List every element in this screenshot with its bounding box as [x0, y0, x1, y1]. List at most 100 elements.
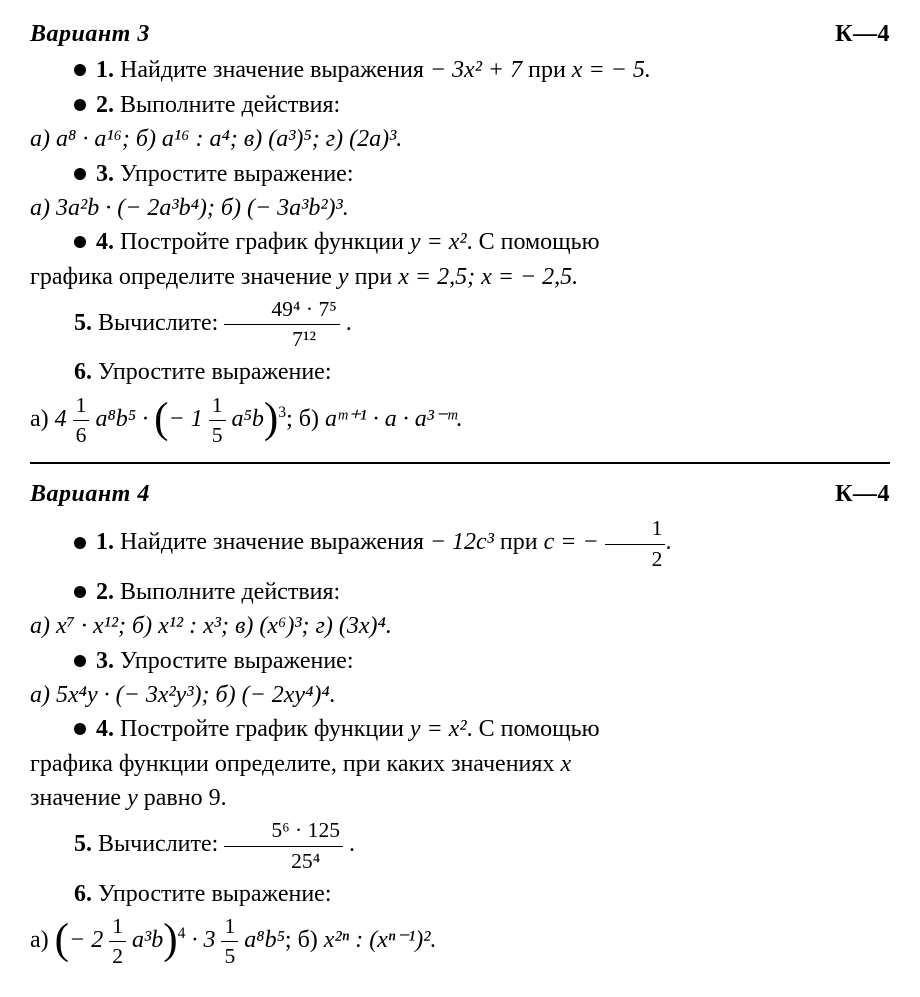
- v3-task4: 4. Постройте график функции y = x². С по…: [30, 226, 890, 258]
- bullet-icon: [74, 99, 86, 111]
- v3-task1: 1. Найдите значение выражения − 3x² + 7 …: [30, 54, 890, 86]
- expr: − 3x² + 7: [430, 57, 522, 83]
- text: Упростите выражение:: [98, 359, 331, 385]
- task-num: 2.: [96, 92, 114, 118]
- expr: y = x²: [410, 716, 467, 742]
- text: значение: [30, 785, 127, 811]
- v4-task4-l3: значение y равно 9.: [30, 782, 890, 814]
- v4-task3-opts: а) 5x⁴y · (− 3x²y³); б) (− 2xy⁴)⁴.: [30, 679, 890, 711]
- v4-task6: 6. Упростите выражение:: [30, 878, 890, 910]
- variant4-title: Вариант 4: [30, 478, 150, 510]
- den: 5: [209, 421, 226, 450]
- text: Вычислите:: [98, 310, 224, 336]
- v4-task3: 3. Упростите выражение:: [30, 645, 890, 677]
- mid: a⁵b: [226, 406, 264, 432]
- expr: x: [560, 751, 571, 777]
- expr: x²ⁿ : (xⁿ⁻¹)².: [324, 927, 437, 953]
- v3-task2: 2. Выполните действия:: [30, 89, 890, 121]
- bullet-icon: [74, 64, 86, 76]
- expr: а) a⁸ · a¹⁶; б) a¹⁶ : a⁴; в) (a³)⁵; г) (…: [30, 126, 402, 152]
- text: графика функции определите, при каких зн…: [30, 751, 560, 777]
- text: Упростите выражение:: [120, 161, 353, 187]
- denominator: 25⁴: [224, 847, 343, 876]
- v3-task3-opts: а) 3a²b · (− 2a³b⁴); б) (− 3a³b²)³.: [30, 192, 890, 224]
- v4-task2-opts: а) x⁷ · x¹²; б) x¹² : x³; в) (x⁶)³; г) (…: [30, 610, 890, 642]
- task-num: 3.: [96, 648, 114, 674]
- variant3-code: К—4: [835, 18, 890, 50]
- fraction: 12: [109, 912, 126, 971]
- fraction: 49⁴ · 7⁵ 7¹²: [224, 295, 339, 354]
- v3-task6: 6. Упростите выражение:: [30, 356, 890, 388]
- v3-task4-l2: графика определите значение y при x = 2,…: [30, 261, 890, 293]
- lparen-icon: (: [55, 916, 69, 963]
- v4-task4-l2: графика функции определите, при каких зн…: [30, 748, 890, 780]
- mid: a³b: [126, 927, 163, 953]
- lparen-icon: (: [154, 395, 168, 442]
- task-num: 2.: [96, 579, 114, 605]
- coef: − 2: [69, 927, 109, 953]
- bullet-icon: [74, 168, 86, 180]
- expr: x = 2,5; x = − 2,5.: [398, 264, 578, 290]
- mid: ·: [185, 927, 203, 953]
- v3-task5: 5. Вычислите: 49⁴ · 7⁵ 7¹² .: [30, 295, 890, 354]
- text: при: [522, 57, 572, 83]
- fraction: 15: [221, 912, 238, 971]
- text: Упростите выражение:: [120, 648, 353, 674]
- fraction: 15: [209, 391, 226, 450]
- v4-task2: 2. Выполните действия:: [30, 576, 890, 608]
- v4-task6-opts: а) (− 2 12 a³b)4 · 3 15 a⁸b⁵; б) x²ⁿ : (…: [30, 912, 890, 971]
- expr: y = x²: [410, 229, 467, 255]
- task-num: 5.: [74, 310, 92, 336]
- v4-task1: 1. Найдите значение выражения − 12c³ при…: [30, 514, 890, 573]
- text: равно 9.: [138, 785, 227, 811]
- v3-task3: 3. Упростите выражение:: [30, 158, 890, 190]
- variant3-title: Вариант 3: [30, 18, 150, 50]
- expr: а) 5x⁴y · (− 3x²y³); б) (− 2xy⁴)⁴.: [30, 682, 336, 708]
- text: . С помощью: [467, 716, 600, 742]
- opt-b: ; б): [286, 406, 325, 432]
- num: 1: [209, 391, 226, 421]
- variant4-header: Вариант 4 К—4: [30, 478, 890, 510]
- mid: a⁸b⁵ ·: [89, 406, 154, 432]
- v4-task4: 4. Постройте график функции y = x². С по…: [30, 713, 890, 745]
- bullet-icon: [74, 236, 86, 248]
- text: Вычислите:: [98, 832, 224, 858]
- separator: [30, 462, 890, 464]
- text: Постройте график функции: [120, 716, 410, 742]
- opt-a: а): [30, 406, 55, 432]
- variant3-header: Вариант 3 К—4: [30, 18, 890, 50]
- task-num: 4.: [96, 229, 114, 255]
- text: Найдите значение выражения: [120, 57, 430, 83]
- mid: a⁸b⁵: [238, 927, 285, 953]
- num: 1: [109, 912, 126, 942]
- cond: c = −: [544, 530, 605, 556]
- rparen-icon: ): [163, 916, 177, 963]
- cond: x = − 5.: [572, 57, 651, 83]
- numerator: 49⁴ · 7⁵: [224, 295, 339, 325]
- text: .: [665, 530, 671, 556]
- text: Выполните действия:: [120, 92, 340, 118]
- expr: а) 3a²b · (− 2a³b⁴); б) (− 3a³b²)³.: [30, 195, 349, 221]
- bullet-icon: [74, 655, 86, 667]
- num: 1: [221, 912, 238, 942]
- task-num: 6.: [74, 359, 92, 385]
- task-num: 4.: [96, 716, 114, 742]
- numerator: 5⁶ · 125: [224, 816, 343, 846]
- bullet-icon: [74, 723, 86, 735]
- task-num: 3.: [96, 161, 114, 187]
- expr: aᵐ⁺¹ · a · a³⁻ᵐ.: [325, 406, 463, 432]
- coef: 3: [203, 927, 221, 953]
- task-num: 5.: [74, 832, 92, 858]
- v3-task6-opts: а) 4 16 a⁸b⁵ · (− 1 15 a⁵b)3; б) aᵐ⁺¹ · …: [30, 391, 890, 450]
- text: Упростите выражение:: [98, 881, 331, 907]
- text: Выполните действия:: [120, 579, 340, 605]
- v3-task2-opts: а) a⁸ · a¹⁶; б) a¹⁶ : a⁴; в) (a³)⁵; г) (…: [30, 123, 890, 155]
- fraction: 5⁶ · 125 25⁴: [224, 816, 343, 875]
- denominator: 7¹²: [224, 325, 339, 354]
- text: . С помощью: [467, 229, 600, 255]
- variant4-code: К—4: [835, 478, 890, 510]
- expr: − 12c³: [430, 530, 494, 556]
- pow: 3: [278, 404, 286, 421]
- bullet-icon: [74, 537, 86, 549]
- num: 1: [73, 391, 90, 421]
